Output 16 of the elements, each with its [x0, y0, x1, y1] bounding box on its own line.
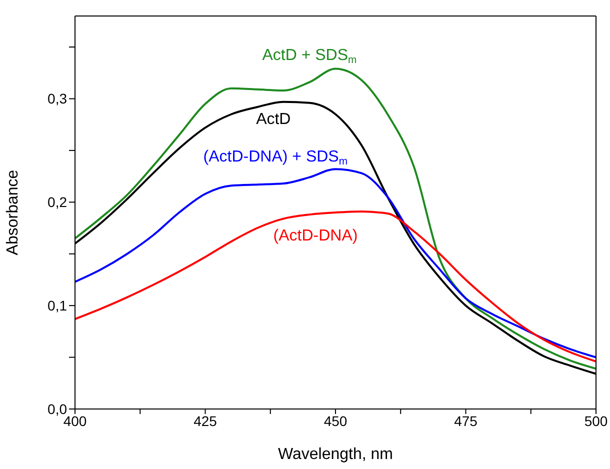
series-label: (ActD-DNA) + SDS$_{m}$ [203, 148, 348, 168]
series-label: ActD [256, 110, 291, 128]
y-tick-label: 0,3 [48, 90, 68, 107]
x-tick-label: 425 [194, 412, 218, 429]
series-label: ActD + SDS$_{m}$ [262, 47, 357, 66]
y-tick-label: 0,2 [48, 194, 68, 210]
line-series [75, 210, 596, 362]
y-axis-title: Absorbance [4, 170, 22, 256]
y-tick-label: 0,1 [48, 298, 68, 314]
x-axis-title: Wavelength, nm [278, 446, 394, 463]
y-tick-label: 0,0 [48, 400, 68, 417]
x-tick-label: 475 [454, 412, 478, 429]
line-series [75, 168, 596, 358]
x-tick-label: 500 [584, 412, 608, 429]
x-tick-label: 450 [324, 412, 348, 429]
series-label: (ActD-DNA) [273, 228, 358, 244]
